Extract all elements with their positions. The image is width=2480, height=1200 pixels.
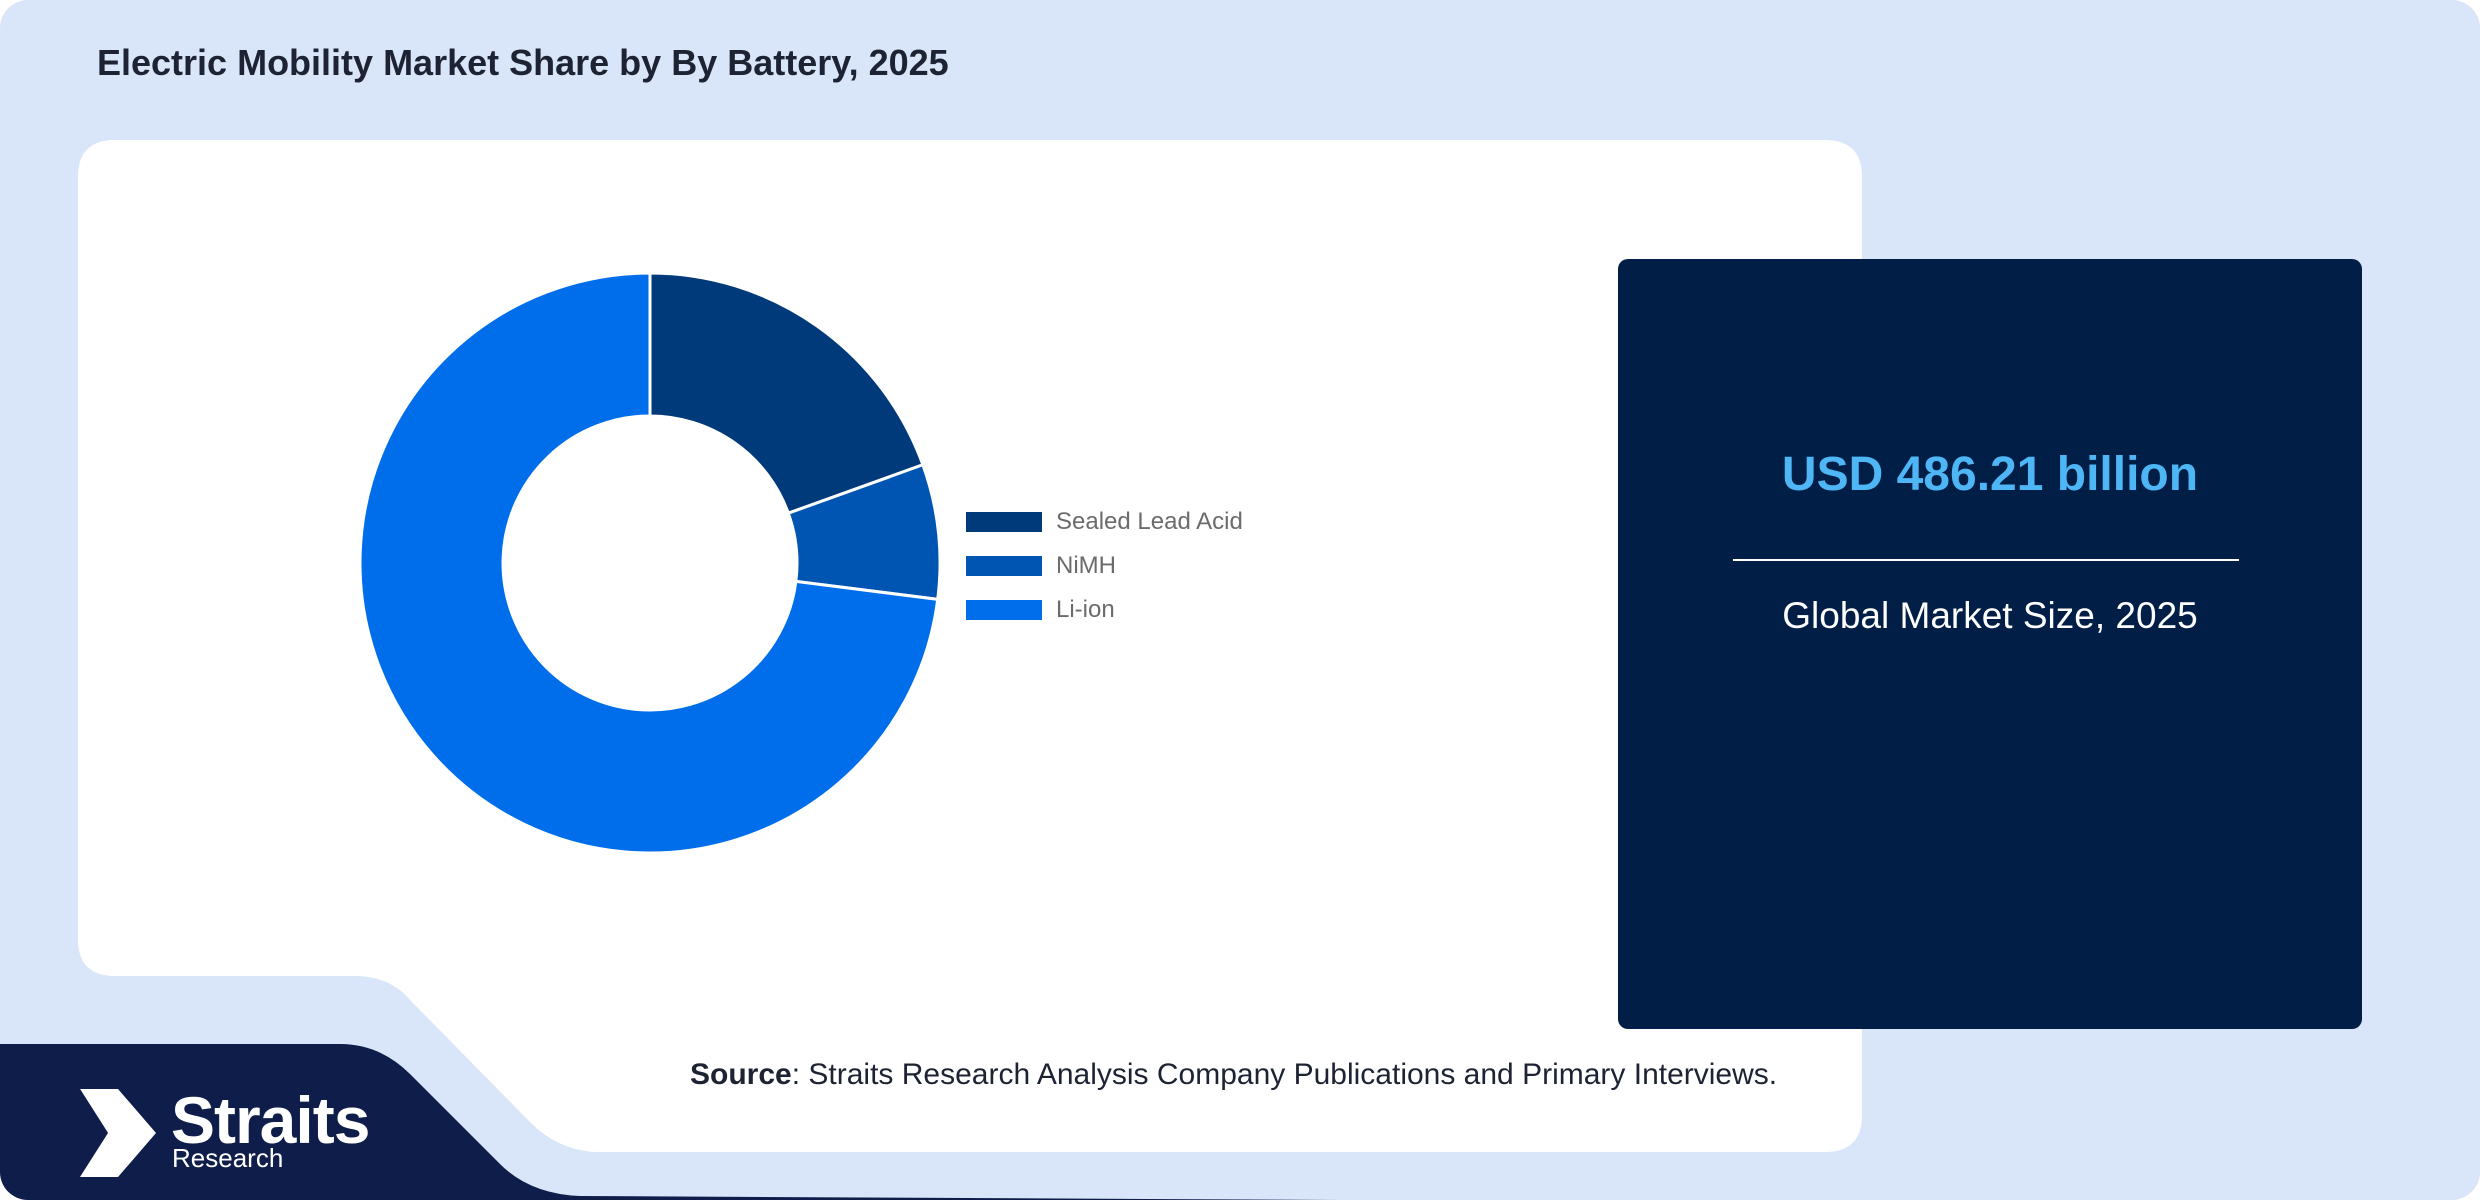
legend-swatch: [966, 512, 1042, 532]
market-size-value: USD 486.21 billion: [1781, 448, 2199, 501]
legend-swatch: [966, 556, 1042, 576]
straits-research-logo: Straits Research: [78, 1083, 398, 1177]
legend-swatch: [966, 600, 1042, 620]
donut-slice-sealed-lead-acid: [648, 271, 925, 516]
page-title: Electric Mobility Market Share by By Bat…: [97, 42, 949, 83]
footer-band: [0, 1044, 2480, 1200]
source-label: Source: [690, 1058, 792, 1091]
market-size-card: USD 486.21 billion Global Market Size, 2…: [1618, 259, 2362, 1029]
straits-arrow-icon: [80, 1089, 156, 1177]
legend-item: Sealed Lead Acid: [966, 500, 1243, 544]
legend-item: NiMH: [966, 544, 1243, 588]
legend-label: Li-ion: [1056, 596, 1115, 623]
chart-legend: Sealed Lead Acid NiMH Li-ion: [966, 500, 1243, 632]
legend-label: NiMH: [1056, 552, 1116, 579]
legend-item: Li-ion: [966, 588, 1243, 632]
source-text: : Straits Research Analysis Company Publ…: [791, 1058, 1778, 1091]
market-size-label: Global Market Size, 2025: [1782, 595, 2198, 636]
logo-subtitle: Research: [172, 1143, 284, 1173]
source-note: Source: Straits Research Analysis Compan…: [690, 1058, 1777, 1092]
donut-chart-svg: [358, 271, 942, 855]
legend-label: Sealed Lead Acid: [1056, 508, 1243, 535]
card-divider: [1733, 559, 2239, 561]
donut-slice-li-ion: [358, 271, 940, 855]
logo-name: Straits: [171, 1083, 370, 1157]
donut-chart: [340, 260, 1320, 860]
